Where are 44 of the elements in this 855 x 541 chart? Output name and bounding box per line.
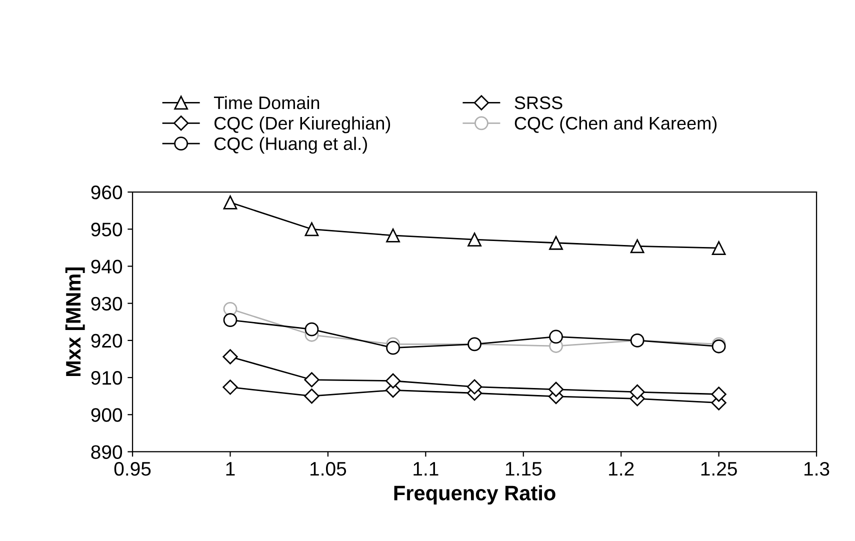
y-axis-title: Mxx [MNm]	[65, 268, 85, 376]
legend-label: CQC (Der Kiureghian)	[214, 116, 390, 134]
point	[630, 384, 645, 400]
point	[466, 379, 482, 394]
point	[222, 380, 238, 395]
point	[711, 386, 726, 402]
point	[385, 373, 401, 388]
point	[630, 239, 644, 254]
legend-label: Time Domain	[214, 96, 320, 110]
x-axis-title: Frequency Ratio	[394, 485, 556, 505]
y-tick-label: 910	[91, 371, 122, 385]
y-tick-label: 950	[91, 222, 122, 236]
x-tick-label: 1.25	[701, 462, 737, 476]
y-tick-label: 900	[91, 408, 122, 422]
x-tick-label: 1.3	[804, 462, 830, 476]
x-tick-label: 1.1	[414, 462, 438, 476]
x-tick-label: 0.95	[114, 462, 151, 476]
point	[549, 236, 563, 250]
point	[223, 313, 238, 327]
y-tick-label: 920	[91, 334, 122, 348]
point	[386, 228, 400, 242]
point	[223, 302, 238, 316]
x-tick-label: 1	[226, 462, 235, 476]
x-tick-label: 1.05	[310, 462, 346, 476]
point	[223, 195, 238, 210]
x-tick-label: 1.15	[506, 462, 542, 476]
point	[304, 222, 319, 236]
y-tick-label: 940	[91, 260, 122, 274]
y-tick-label: 960	[91, 186, 122, 200]
point	[468, 232, 482, 246]
point	[304, 322, 319, 336]
point	[304, 372, 320, 388]
x-tick-label: 1.2	[609, 462, 634, 476]
point	[548, 382, 564, 397]
point	[712, 241, 726, 256]
y-tick-label: 890	[91, 445, 122, 459]
legend-label: SRSS	[514, 96, 562, 110]
y-tick-label: 930	[91, 296, 122, 311]
point	[222, 349, 238, 364]
legend-label: CQC (Huang et al.)	[214, 136, 367, 154]
point	[386, 340, 400, 355]
point	[549, 330, 563, 344]
point	[304, 388, 320, 404]
legend-label: CQC (Chen and Kareem)	[514, 116, 717, 134]
